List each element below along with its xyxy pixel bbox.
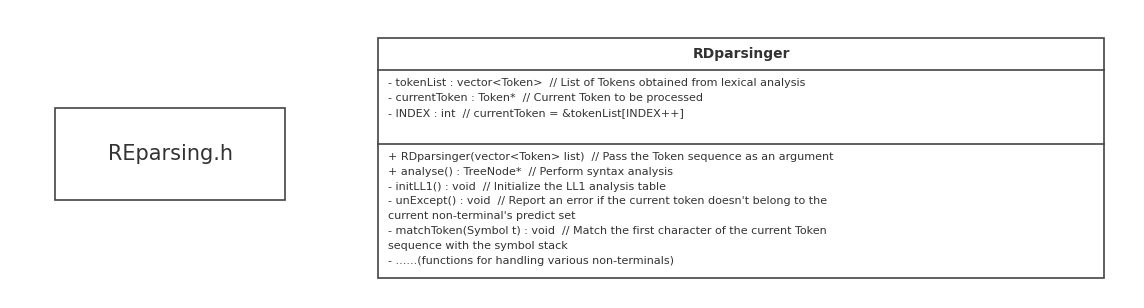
Text: REparsing.h: REparsing.h <box>108 144 232 164</box>
Text: - tokenList : vector<Token>  // List of Tokens obtained from lexical analysis
- : - tokenList : vector<Token> // List of T… <box>388 78 805 118</box>
Bar <box>378 38 1104 278</box>
Text: + RDparsinger(vector<Token> list)  // Pass the Token sequence as an argument
+ a: + RDparsinger(vector<Token> list) // Pas… <box>388 152 834 265</box>
Text: RDparsinger: RDparsinger <box>692 47 789 61</box>
Bar <box>55 108 285 200</box>
